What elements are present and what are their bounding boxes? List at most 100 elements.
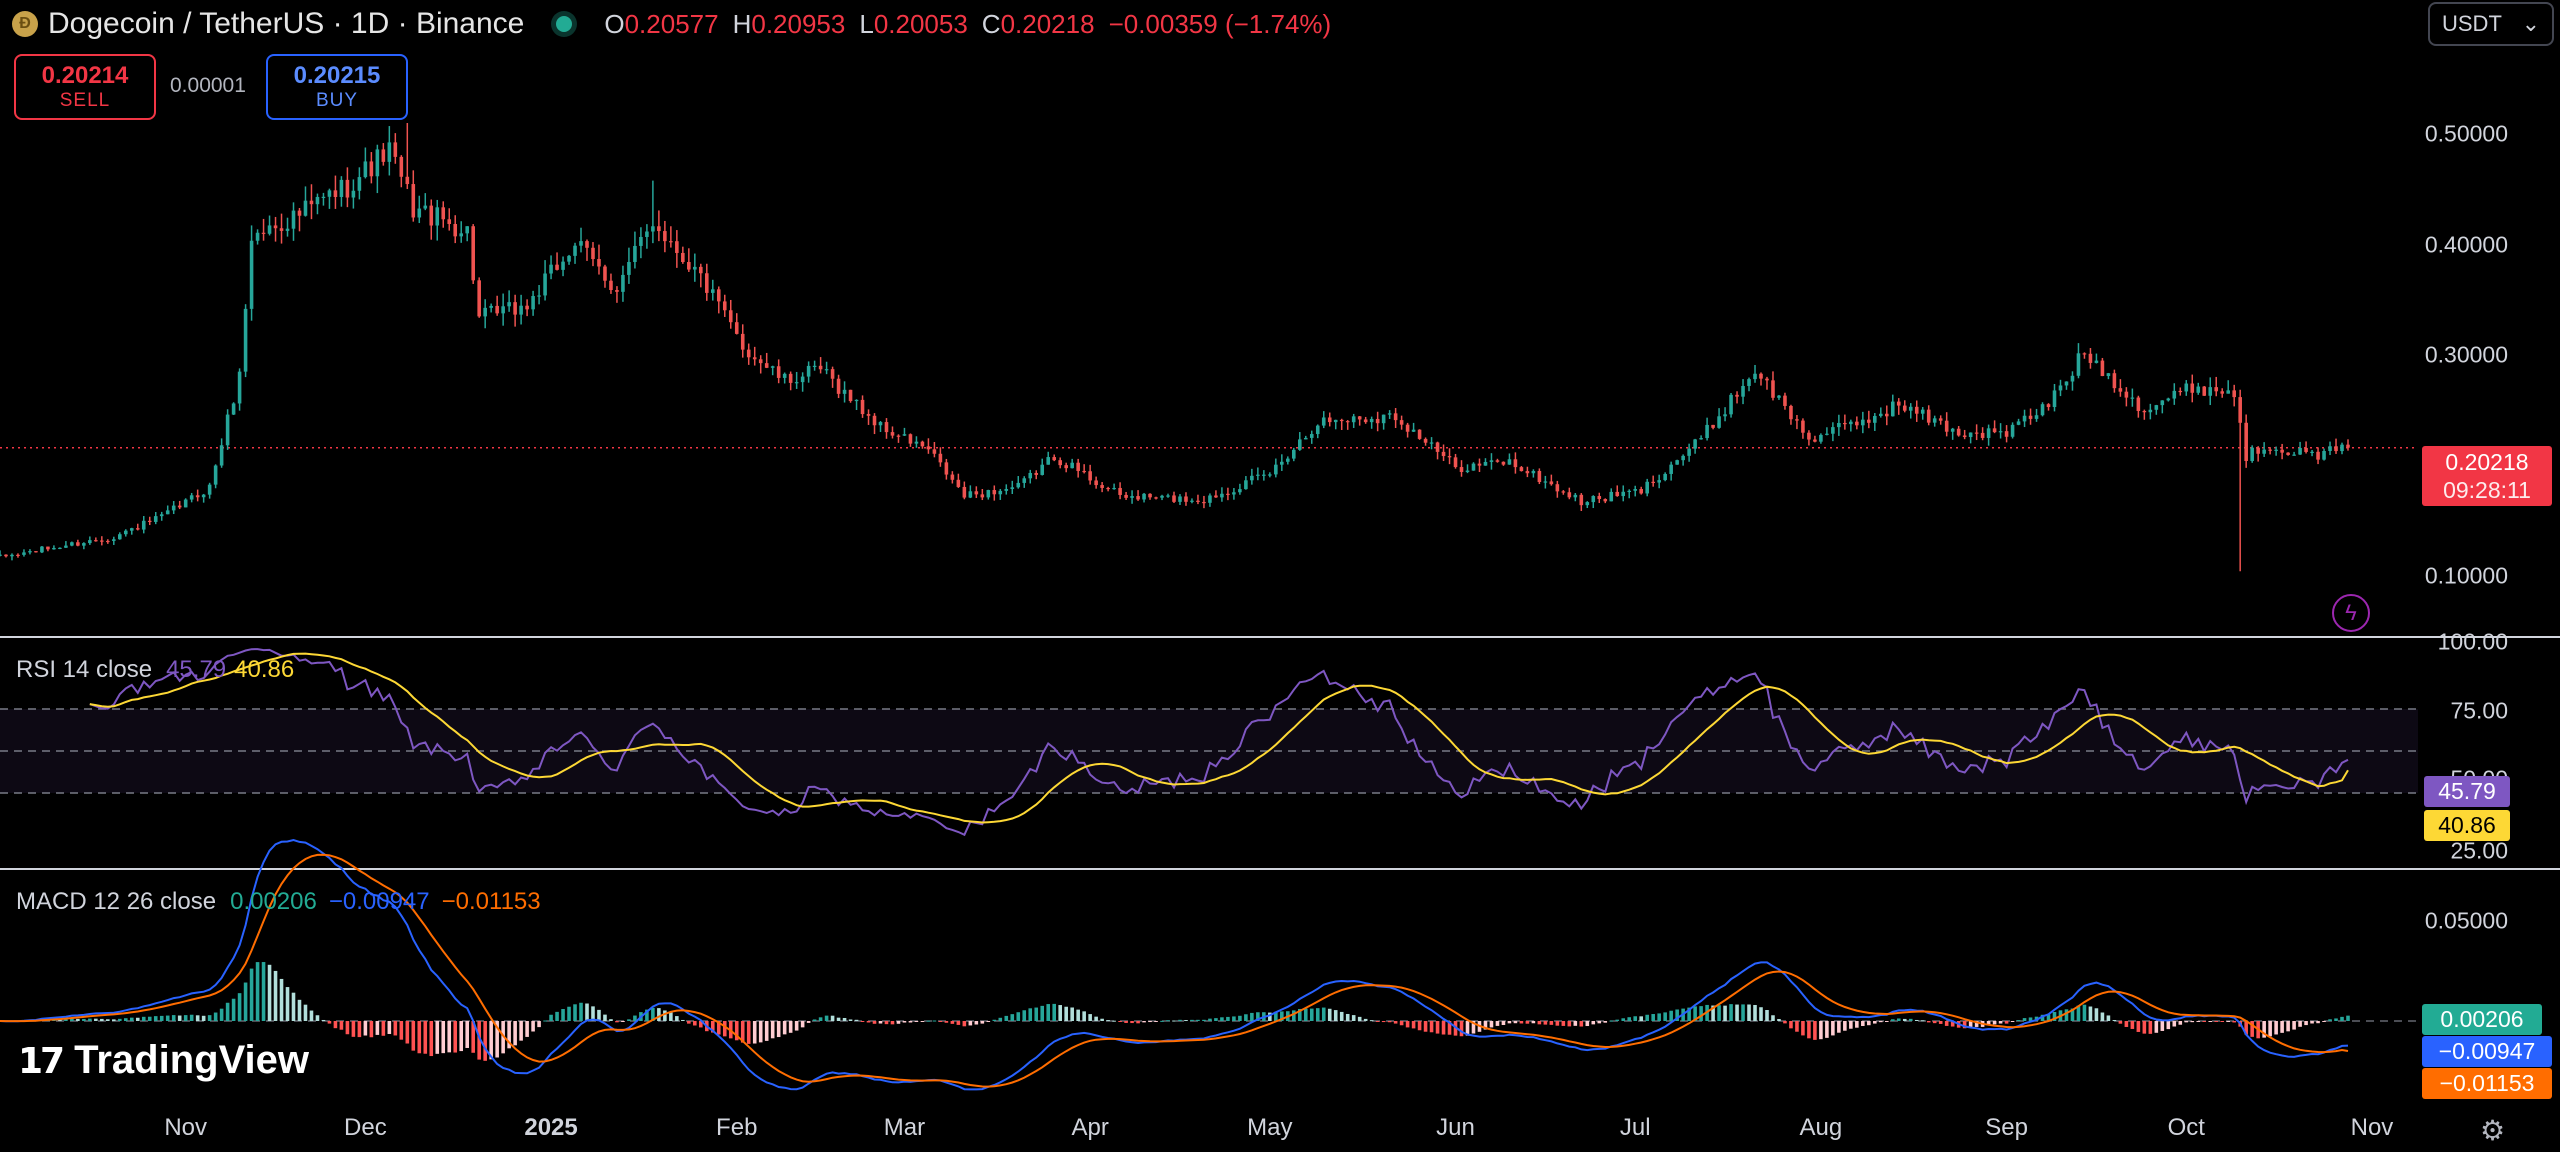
candle-body [171, 505, 176, 511]
candle-body [1777, 395, 1781, 398]
macd-histogram-bar [2328, 1019, 2332, 1021]
macd-histogram-bar [345, 1021, 350, 1035]
candle-body [1705, 424, 1709, 439]
candle-body [1525, 471, 1530, 474]
macd-histogram-bar [2196, 1021, 2201, 1022]
gear-icon[interactable]: ⚙ [2480, 1115, 2506, 1146]
candle-body [1735, 394, 1739, 397]
macd-histogram-bar [2118, 1021, 2123, 1024]
macd-histogram-bar [1256, 1012, 1260, 1021]
lightning-bolt-icon[interactable]: ϟ [2332, 594, 2370, 632]
candle-body [2280, 449, 2284, 453]
candle-body [1687, 448, 1691, 456]
candle-body [1106, 487, 1110, 490]
candle-body [1172, 495, 1176, 502]
macd-histogram-bar [1884, 1021, 1889, 1022]
tradingview-wordmark: TradingView [74, 1038, 309, 1082]
sell-button[interactable]: 0.20214 SELL [14, 54, 156, 120]
candle-body [1789, 405, 1793, 420]
candle-body [1327, 417, 1332, 423]
candle-body [1663, 473, 1667, 481]
candle-body [800, 376, 805, 383]
macd-histogram-bar [1537, 1021, 1542, 1025]
candle-body [1831, 427, 1835, 434]
rsi-legend[interactable]: RSI 14 close 45.79 40.86 [16, 656, 294, 684]
candle-body [1543, 481, 1548, 483]
macd-histogram-bar [1297, 1008, 1302, 1021]
candle-body [1693, 439, 1697, 449]
candle-body [986, 490, 991, 498]
macd-histogram-bar [1645, 1014, 1649, 1021]
candle-body [387, 142, 392, 162]
candle-body [1280, 461, 1284, 465]
macd-histogram-bar [2160, 1021, 2165, 1031]
macd-histogram-bar [962, 1021, 967, 1027]
macd-histogram-bar [1567, 1021, 1572, 1027]
macd-histogram-bar [100, 1018, 104, 1021]
macd-histogram-bar [1345, 1013, 1350, 1021]
candle-body [2052, 390, 2057, 408]
rsi-ma-value: 40.86 [234, 656, 295, 683]
macd-histogram-bar [1387, 1021, 1392, 1023]
macd-histogram-bar [429, 1021, 434, 1057]
macd-histogram-bar [1837, 1021, 1841, 1033]
macd-histogram-bar [1950, 1021, 1955, 1027]
macd-histogram-bar [986, 1021, 991, 1022]
macd-histogram-bar [2154, 1021, 2159, 1033]
macd-histogram-bar [1986, 1021, 1991, 1026]
macd-histogram-bar [1855, 1021, 1859, 1028]
candle-body [657, 226, 661, 232]
macd-histogram-bar [1483, 1021, 1488, 1030]
candle-body [926, 446, 931, 450]
macd-histogram-bar [1411, 1021, 1416, 1029]
macd-histogram-bar [603, 1014, 607, 1021]
candle-body [651, 226, 655, 232]
macd-histogram-bar [1759, 1007, 1763, 1021]
candle-body [2214, 387, 2219, 392]
rsi-ma-line [89, 652, 2349, 824]
candle-body [2220, 391, 2225, 394]
macd-histogram-bar [830, 1015, 835, 1021]
time-axis-label: Dec [344, 1114, 387, 1141]
macd-histogram-bar [1615, 1019, 1620, 1021]
macd-histogram-bar [549, 1014, 553, 1021]
candle-body [1453, 457, 1458, 468]
candle-body [1040, 464, 1045, 475]
macd-histogram-bar [1849, 1021, 1853, 1029]
candle-body [267, 225, 272, 234]
currency-select[interactable]: USDT ⌄ [2428, 2, 2554, 46]
macd-histogram-bar [1998, 1021, 2003, 1024]
tradingview-logo[interactable]: 𝟭𝟳 TradingView [18, 1038, 309, 1083]
candle-body [417, 208, 422, 218]
candle-body [429, 205, 434, 226]
macd-histogram-bar [309, 1010, 314, 1021]
candle-body [399, 156, 404, 177]
macd-histogram-bar [129, 1017, 134, 1021]
macd-histogram-bar [860, 1021, 865, 1022]
candle-body [1717, 416, 1721, 428]
candle-body [213, 465, 218, 485]
candle-body [2232, 390, 2236, 398]
macd-histogram-bar [1573, 1021, 1578, 1026]
buy-button[interactable]: 0.20215 BUY [266, 54, 408, 120]
macd-histogram-bar [519, 1021, 523, 1041]
macd-histogram-bar [1321, 1007, 1326, 1021]
macd-histogram-bar [543, 1020, 547, 1022]
macd-histogram-bar [1908, 1018, 1913, 1021]
time-axis-label: Oct [2167, 1114, 2205, 1141]
chevron-down-icon: ⌄ [2521, 11, 2540, 36]
candle-body [2262, 449, 2266, 454]
symbol-title[interactable]: Dogecoin / TetherUS · 1D · Binance [48, 7, 525, 40]
macd-histogram-bar [1789, 1021, 1793, 1029]
macd-histogram-bar [950, 1021, 955, 1024]
macd-histogram-bar [279, 978, 284, 1021]
candle-body [255, 232, 260, 241]
macd-histogram-bar [956, 1021, 961, 1025]
market-status-icon[interactable] [556, 16, 573, 32]
macd-histogram-bar [1010, 1014, 1015, 1021]
macd-histogram-bar [1669, 1010, 1673, 1021]
macd-legend[interactable]: MACD 12 26 close 0.00206 −0.00947 −0.01153 [16, 888, 541, 916]
macd-histogram-bar [2346, 1015, 2350, 1021]
macd-histogram-bar [1920, 1020, 1925, 1022]
